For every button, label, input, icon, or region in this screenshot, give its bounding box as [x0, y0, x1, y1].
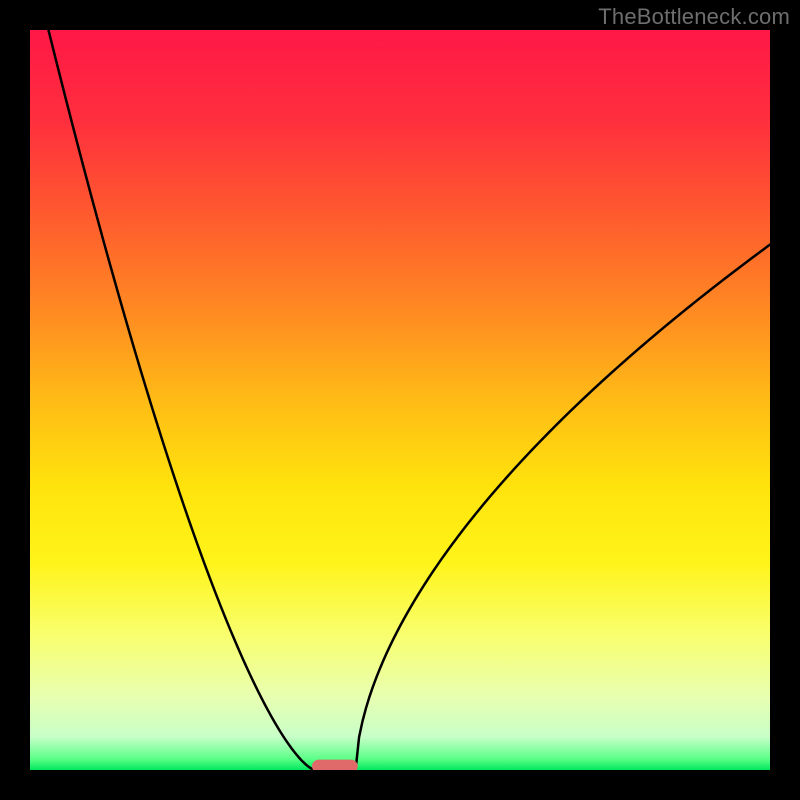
plot-background [30, 30, 770, 770]
bottleneck-chart [0, 0, 800, 800]
watermark-label: TheBottleneck.com [598, 4, 790, 30]
chart-viewport: TheBottleneck.com [0, 0, 800, 800]
